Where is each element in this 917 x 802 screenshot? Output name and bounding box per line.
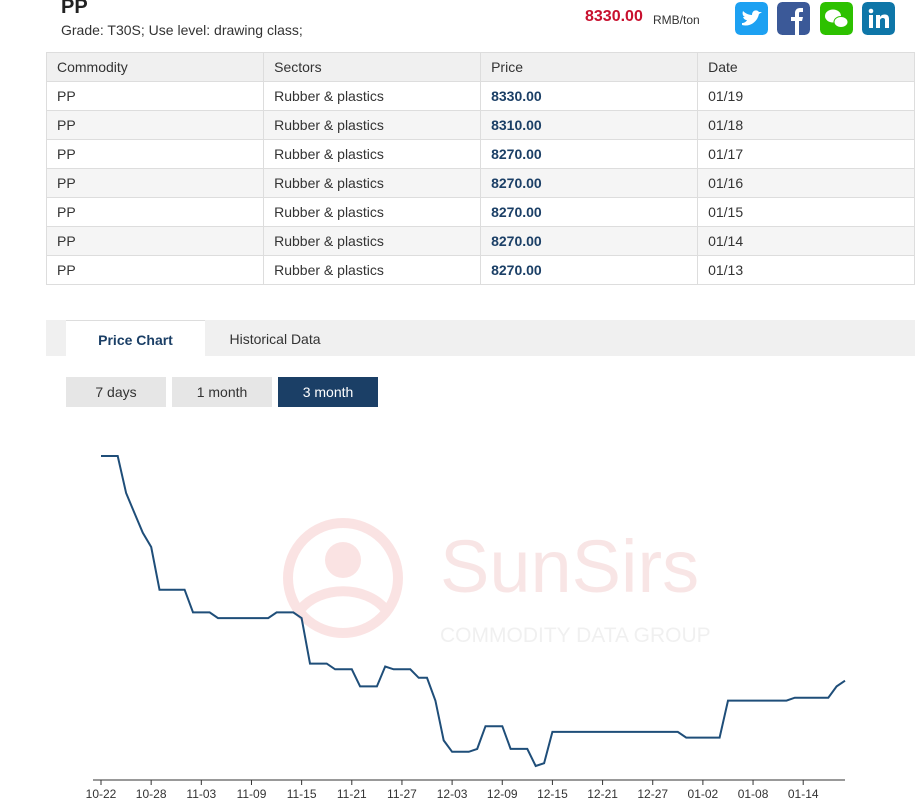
table-cell: Rubber & plastics bbox=[263, 110, 482, 140]
table-cell: PP bbox=[45, 168, 265, 198]
table-row: PP Rubber & plastics 8330.00 01/19 bbox=[45, 81, 915, 111]
linkedin-icon[interactable] bbox=[862, 2, 895, 35]
watermark-title: SunSirs bbox=[440, 525, 699, 608]
table-cell: 01/17 bbox=[697, 139, 915, 169]
range-button[interactable]: 1 month bbox=[172, 377, 272, 407]
table-cell: Rubber & plastics bbox=[263, 226, 482, 256]
unit: RMB/ton bbox=[653, 13, 700, 27]
table-cell: PP bbox=[45, 255, 265, 285]
table-row: PP Rubber & plastics 8270.00 01/15 bbox=[45, 197, 915, 227]
tab[interactable]: Historical Data bbox=[229, 331, 321, 347]
table-cell: 8270.00 bbox=[480, 139, 699, 169]
watermark: SunSirs COMMODITY DATA GROUP bbox=[283, 518, 711, 647]
table-cell: 01/14 bbox=[697, 226, 915, 256]
table-row: PP Rubber & plastics 8270.00 01/16 bbox=[45, 168, 915, 198]
table-row: PP Rubber & plastics 8270.00 01/17 bbox=[45, 139, 915, 169]
table-cell: Rubber & plastics bbox=[263, 255, 482, 285]
table-cell: 8270.00 bbox=[480, 168, 699, 198]
table-cell: 8270.00 bbox=[480, 226, 699, 256]
table-cell: PP bbox=[45, 226, 265, 256]
range-button[interactable]: 3 month bbox=[278, 377, 378, 407]
facebook-icon[interactable] bbox=[777, 2, 810, 35]
table-cell: 01/16 bbox=[697, 168, 915, 198]
column-header: Commodity bbox=[45, 52, 265, 82]
x-tick-label: 11-03 bbox=[186, 787, 216, 801]
column-header: Date bbox=[697, 52, 915, 82]
table-cell: PP bbox=[45, 139, 265, 169]
table-cell: 01/15 bbox=[697, 197, 915, 227]
column-header: Sectors bbox=[263, 52, 482, 82]
table-cell: PP bbox=[45, 197, 265, 227]
table-cell: Rubber & plastics bbox=[263, 81, 482, 111]
x-tick-label: 12-03 bbox=[437, 787, 468, 801]
range-button[interactable]: 7 days bbox=[66, 377, 166, 407]
table-row: PP Rubber & plastics 8310.00 01/18 bbox=[45, 110, 915, 140]
x-tick-label: 01-14 bbox=[788, 787, 819, 801]
x-tick-label: 12-27 bbox=[637, 787, 668, 801]
column-header: Price bbox=[480, 52, 699, 82]
wechat-icon[interactable] bbox=[820, 2, 853, 35]
table-cell: 01/13 bbox=[697, 255, 915, 285]
twitter-icon[interactable] bbox=[735, 2, 768, 35]
table-row: PP Rubber & plastics 8270.00 01/14 bbox=[45, 226, 915, 256]
x-tick-label: 11-15 bbox=[287, 787, 317, 801]
table-cell: PP bbox=[45, 81, 265, 111]
table-cell: PP bbox=[45, 110, 265, 140]
table-cell: 8270.00 bbox=[480, 197, 699, 227]
x-tick-label: 10-22 bbox=[86, 787, 117, 801]
watermark-subtitle: COMMODITY DATA GROUP bbox=[440, 624, 711, 647]
price-line bbox=[101, 455, 846, 768]
table-cell: 01/19 bbox=[697, 81, 915, 111]
table-cell: Rubber & plastics bbox=[263, 139, 482, 169]
table-cell: Rubber & plastics bbox=[263, 197, 482, 227]
table-cell: 8270.00 bbox=[480, 255, 699, 285]
table-cell: Rubber & plastics bbox=[263, 168, 482, 198]
tab[interactable]: Price Chart bbox=[66, 320, 205, 357]
x-tick-label: 12-21 bbox=[587, 787, 618, 801]
header-row: Commodity Sectors Price Date bbox=[45, 52, 915, 82]
title: PP bbox=[61, 0, 88, 18]
x-tick-label: 01-08 bbox=[738, 787, 769, 801]
table-cell: 8310.00 bbox=[480, 110, 699, 140]
x-tick-label: 10-28 bbox=[136, 787, 167, 801]
subtitle: Grade: T30S; Use level: drawing class; bbox=[61, 22, 303, 38]
price: 8330.00 bbox=[585, 8, 643, 25]
x-tick-label: 01-02 bbox=[688, 787, 719, 801]
x-tick-label: 12-09 bbox=[487, 787, 518, 801]
x-tick-label: 11-27 bbox=[387, 787, 417, 801]
price-table: Commodity Sectors Price Date PP Rubber & plas… bbox=[45, 52, 915, 285]
table-cell: 8330.00 bbox=[480, 81, 699, 111]
x-tick-label: 12-15 bbox=[537, 787, 568, 801]
table-cell: 01/18 bbox=[697, 110, 915, 140]
table-row: PP Rubber & plastics 8270.00 01/13 bbox=[45, 255, 915, 285]
x-tick-label: 11-09 bbox=[237, 787, 267, 801]
chart: SunSirs COMMODITY DATA GROUP 10-22 10-28 1… bbox=[86, 455, 846, 801]
x-tick-label: 11-21 bbox=[337, 787, 367, 801]
